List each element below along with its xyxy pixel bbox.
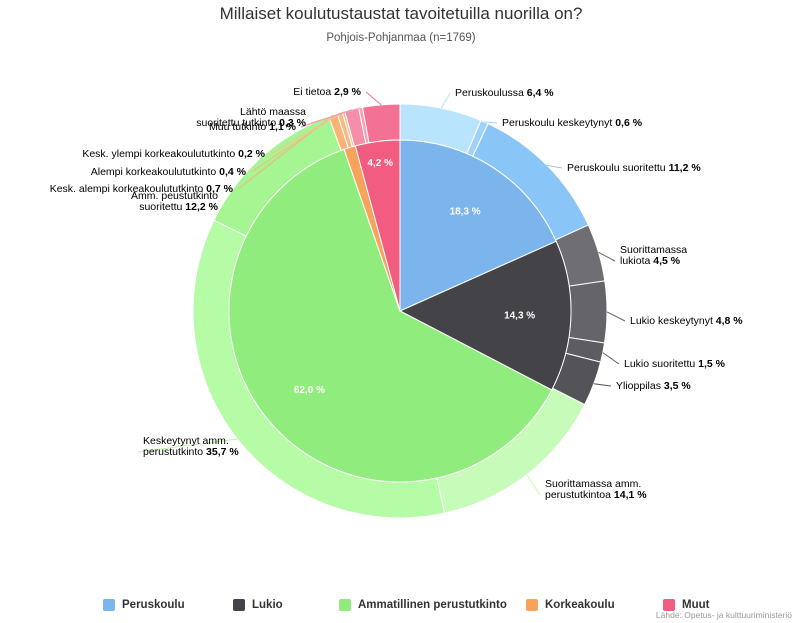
inner-slice-lukio[interactable] (398, 240, 572, 391)
legend-label: Peruskoulu (122, 599, 185, 611)
outer-data-label: Lukio suoritettu 1,5 % (624, 358, 726, 370)
outer-data-label: Kesk. ylempi korkeakoulututkinto 0,2 % (82, 148, 265, 160)
outer-data-label: Suorittamassa lukiota 4,5 % (620, 244, 687, 267)
inner-data-label: 62,0 % (294, 385, 325, 396)
legend-item-ammatillinen[interactable]: Ammatillinen perustutkinto (339, 597, 507, 613)
outer-data-label: Peruskoulu keskeytynyt 0,6 % (502, 117, 643, 129)
legend-item-peruskoulu[interactable]: Peruskoulu (103, 597, 185, 613)
legend-label: Muut (682, 599, 710, 611)
label-connector (593, 383, 612, 387)
outer-data-label: Peruskoulu suoritettu 11,2 % (567, 162, 701, 174)
outer-data-label: Suorittamassa amm. perustutkintoa 14,1 % (545, 478, 647, 501)
pie-chart: 18,3 % 14,3 % 62,0 % 4,2 % Peruskoulussa 6,4… (50, 86, 743, 519)
outer-data-label: Ylioppilas 3,5 % (616, 380, 691, 392)
inner-data-label: 4,2 % (367, 158, 393, 169)
label-connector (310, 107, 361, 124)
outer-data-label: Lukio keskeytynyt 4,8 % (630, 315, 743, 327)
inner-slice-muut[interactable] (354, 139, 401, 312)
legend-swatch (233, 599, 245, 611)
chart-credits[interactable]: Lähde: Opetus- ja kulttuuriministeriö (655, 610, 792, 620)
chart-title: Millaiset koulutustaustat tavoitetuilla … (219, 4, 583, 23)
legend-swatch (339, 599, 351, 611)
outer-data-label: Kesk. alempi korkeakoulututkinto 0,7 % (50, 183, 234, 195)
legend-swatch (526, 599, 538, 611)
legend-label: Ammatillinen perustutkinto (358, 599, 507, 611)
inner-slice-ammatillinen-perustutkinto[interactable] (228, 148, 553, 483)
outer-slice-ei-tietoa[interactable] (361, 103, 401, 144)
outer-data-label: Alempi korkeakoulututkinto 0,4 % (91, 166, 247, 178)
inner-data-label: 14,3 % (504, 311, 535, 322)
label-connector (222, 157, 262, 208)
label-connector (137, 438, 238, 453)
label-connector (269, 111, 344, 155)
outer-data-label: Lähtö maassa suoritettu tutkinto 0,3 % (196, 106, 306, 129)
inner-data-label: 18,3 % (450, 207, 481, 218)
outer-data-label: Peruskoulussa 6,4 % (455, 87, 554, 99)
label-connector (602, 352, 620, 365)
chart-legend: Peruskoulu Lukio Ammatillinen perustutki… (0, 597, 802, 613)
outer-data-label: Ei tietoa 2,9 % (293, 86, 361, 98)
label-connector (598, 251, 616, 262)
legend-label: Lukio (252, 599, 283, 611)
label-connector (365, 91, 382, 106)
legend-item-lukio[interactable]: Lukio (233, 597, 283, 613)
outer-slice-lukio-keskeytynyt[interactable] (568, 280, 608, 344)
outer-data-label: Muu tutkinto 1,1 % (209, 121, 297, 133)
label-connector (547, 164, 563, 169)
legend-swatch (663, 599, 675, 611)
inner-slice-peruskoulu[interactable] (399, 139, 557, 312)
legend-item-korkeakoulu[interactable]: Korkeakoulu (526, 597, 615, 613)
label-connector (526, 474, 541, 496)
legend-swatch (103, 599, 115, 611)
label-connector (606, 311, 626, 322)
label-connector (484, 121, 498, 124)
label-connector (440, 92, 451, 109)
outer-data-label: Amm. peustutkinto suoritettu 12,2 % (131, 190, 219, 213)
outer-data-label: Keskeytynyt amm. perustutkinto 35,7 % (143, 435, 239, 458)
legend-item-muut[interactable]: Muut (663, 597, 709, 613)
legend-label: Korkeakoulu (545, 599, 615, 611)
chart-subtitle: Pohjois-Pohjanmaa (n=1769) (326, 32, 476, 44)
